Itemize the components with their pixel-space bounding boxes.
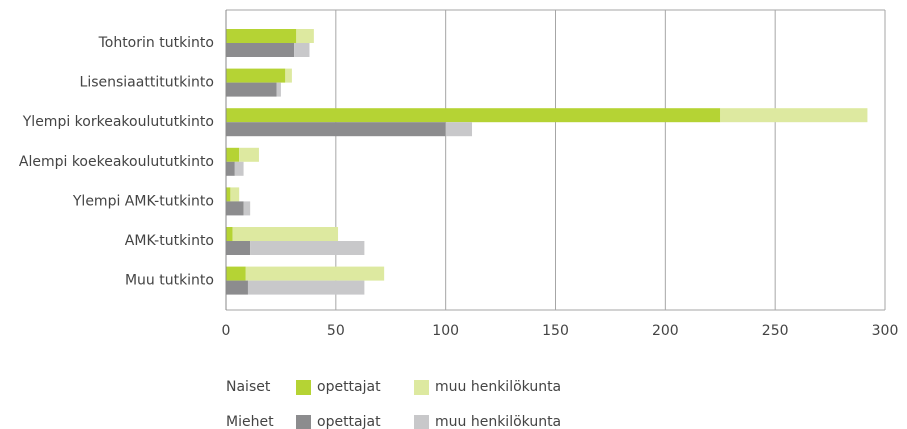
bar <box>226 82 277 97</box>
bar <box>226 187 231 202</box>
bar <box>226 29 297 43</box>
bar <box>234 161 244 176</box>
legend-label: opettajat <box>317 414 381 429</box>
legend-swatch <box>296 415 311 429</box>
bar <box>226 266 246 281</box>
x-tick-label: 300 <box>872 323 899 339</box>
bar <box>226 161 235 176</box>
bar <box>720 108 868 123</box>
bar <box>247 280 365 295</box>
bar <box>232 227 339 241</box>
y-tick-label: Ylempi korkeakoulututkinto <box>22 114 214 130</box>
bar <box>294 43 310 57</box>
bar <box>226 108 721 123</box>
x-tick-label: 50 <box>327 323 345 339</box>
bar <box>243 201 251 216</box>
y-tick-label: Alempi koekeakoulututkinto <box>19 154 214 170</box>
bar <box>226 241 251 255</box>
bar <box>226 227 233 241</box>
x-tick-label: 250 <box>762 323 789 339</box>
bar <box>445 122 473 137</box>
bar <box>226 68 286 83</box>
bar <box>226 280 248 295</box>
x-tick-label: 100 <box>432 323 459 339</box>
y-tick-label: Ylempi AMK-tutkinto <box>72 193 214 209</box>
x-tick-label: 0 <box>222 323 231 339</box>
legend-group-label: Miehet <box>226 414 274 429</box>
bar <box>250 241 365 255</box>
x-tick-label: 200 <box>652 323 679 339</box>
bar <box>230 187 240 202</box>
legend-swatch <box>296 380 311 395</box>
legend-group-label: Naiset <box>226 379 271 395</box>
y-tick-label: Tohtorin tutkinto <box>98 35 214 51</box>
bar <box>285 68 292 83</box>
legend-label: muu henkilökunta <box>435 414 561 429</box>
legend-swatch <box>414 415 429 429</box>
bar <box>239 147 259 162</box>
bar <box>226 201 244 216</box>
bar <box>226 122 446 137</box>
bar <box>226 147 240 162</box>
y-tick-label: Muu tutkinto <box>125 273 214 289</box>
bar <box>226 43 295 57</box>
y-tick-label: AMK-tutkinto <box>125 233 214 249</box>
x-tick-label: 150 <box>542 323 569 339</box>
legend-label: muu henkilökunta <box>435 379 561 395</box>
bar <box>245 266 385 281</box>
legend-swatch <box>414 380 429 395</box>
bar <box>276 82 281 97</box>
y-tick-label: Lisensiaattitutkinto <box>80 75 214 91</box>
legend-label: opettajat <box>317 379 381 395</box>
bar <box>296 29 314 43</box>
